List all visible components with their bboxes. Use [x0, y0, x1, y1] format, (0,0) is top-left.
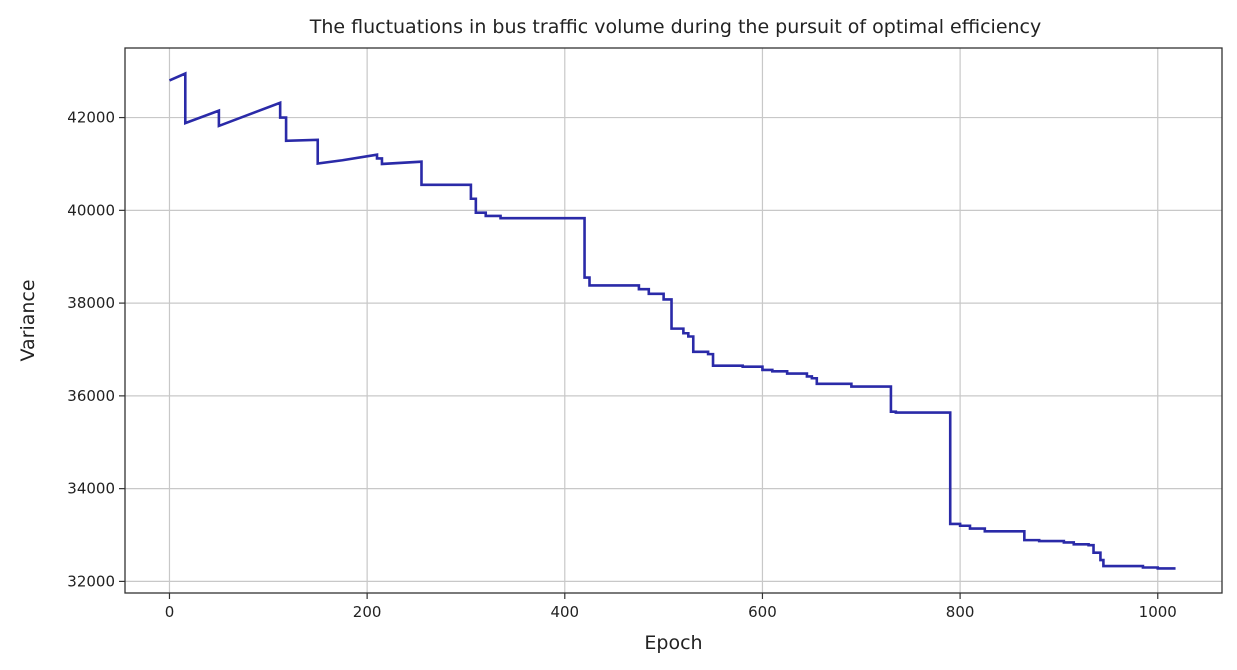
chart-title: The fluctuations in bus traffic volume d…	[309, 16, 1042, 38]
grid-layer	[125, 48, 1222, 593]
y-tick-label: 36000	[67, 387, 115, 405]
y-axis-label: Variance	[17, 279, 39, 361]
x-tick-label: 1000	[1139, 603, 1177, 621]
x-tick-label: 400	[550, 603, 579, 621]
plot-frame	[124, 47, 1223, 594]
x-tick-label: 800	[946, 603, 975, 621]
y-tick-label: 38000	[67, 294, 115, 312]
y-tick-label: 32000	[67, 572, 115, 590]
x-tick-label: 0	[165, 603, 175, 621]
y-tick-label: 40000	[67, 201, 115, 219]
series-layer	[168, 71, 1176, 570]
variance-series-line	[168, 71, 1176, 570]
x-tick-label: 200	[353, 603, 382, 621]
x-axis-label: Epoch	[644, 632, 702, 654]
y-tick-label: 34000	[67, 480, 115, 498]
y-tick-label: 42000	[67, 109, 115, 127]
tick-layer: 0 200 400 600 800 1000 32000 34000 36000 38000 400…	[67, 109, 1177, 621]
x-tick-label: 600	[748, 603, 777, 621]
